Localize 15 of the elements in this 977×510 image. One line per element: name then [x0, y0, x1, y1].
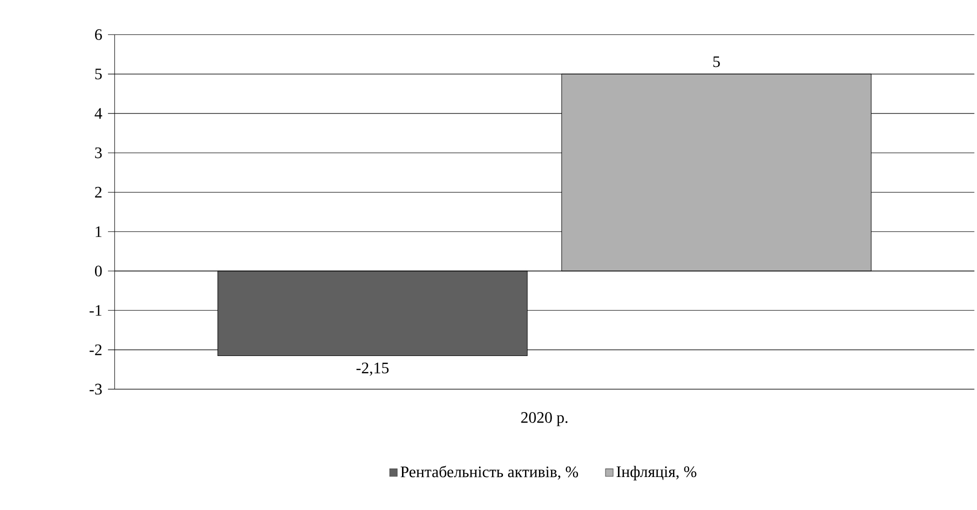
y-tick-label: 2 — [95, 187, 102, 198]
y-tick-label: 1 — [96, 226, 102, 237]
data-label: -2,15 — [356, 362, 389, 376]
legend-label: Інфляція, % — [616, 466, 696, 480]
y-tick-label: -3 — [90, 384, 102, 395]
y-tick-label: 4 — [94, 108, 102, 119]
x-tick-label: 2020 р. — [521, 412, 568, 426]
y-tick-label: 0 — [94, 266, 102, 276]
y-tick-label: 5 — [95, 68, 102, 80]
legend-label: Рентабельність активів, % — [400, 466, 578, 480]
y-tick-label: -1 — [90, 305, 102, 316]
y-tick-label: 3 — [95, 148, 102, 158]
y-tick-label: 6 — [95, 29, 102, 40]
y-tick-label: -2 — [90, 344, 102, 356]
data-label: 5 — [713, 56, 720, 68]
